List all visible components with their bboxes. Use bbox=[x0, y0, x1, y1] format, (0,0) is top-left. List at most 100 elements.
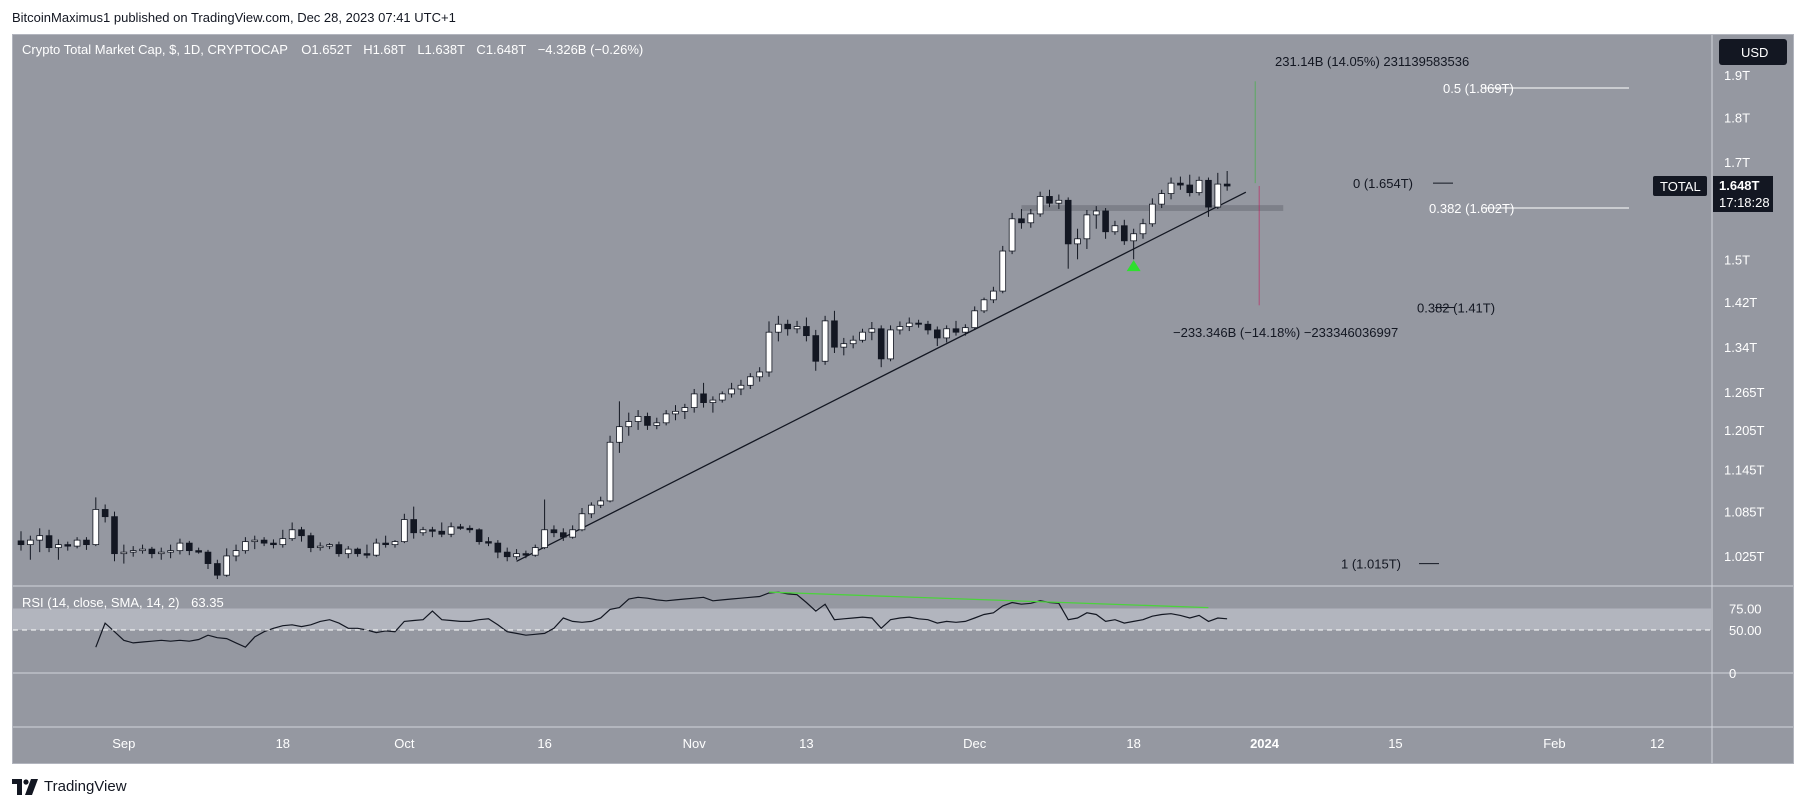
price-axis-tick: 1.025T bbox=[1724, 549, 1765, 564]
candle-body bbox=[1111, 225, 1119, 233]
candle bbox=[382, 535, 389, 548]
candle bbox=[363, 544, 371, 559]
legend-high-label: H bbox=[363, 42, 372, 57]
candle-body bbox=[803, 326, 810, 337]
candle-body bbox=[298, 529, 305, 537]
time-axis-label: 18 bbox=[276, 736, 290, 751]
candle bbox=[120, 544, 128, 564]
candle-body bbox=[1205, 179, 1212, 208]
candle bbox=[1064, 197, 1072, 269]
footer-brand-text: TradingView bbox=[44, 778, 127, 795]
candle bbox=[990, 286, 997, 304]
candle bbox=[260, 537, 268, 547]
candle bbox=[438, 522, 446, 538]
candle-body bbox=[1046, 196, 1053, 204]
candle bbox=[849, 335, 857, 349]
candle-body bbox=[1074, 238, 1081, 245]
candle bbox=[344, 546, 352, 559]
candle bbox=[279, 529, 287, 548]
publisher-header: BitcoinMaximus1 published on TradingView… bbox=[12, 10, 456, 25]
time-axis-label: Feb bbox=[1543, 736, 1565, 751]
candle-body bbox=[1027, 213, 1035, 224]
candle-body bbox=[896, 326, 904, 331]
candle bbox=[111, 511, 118, 562]
candle bbox=[1121, 219, 1128, 245]
candle bbox=[64, 541, 72, 551]
candle-body bbox=[690, 393, 698, 408]
candle bbox=[316, 542, 324, 551]
candle-body bbox=[887, 329, 894, 360]
currency-button[interactable]: USD bbox=[1741, 45, 1768, 60]
legend-low-label: L bbox=[417, 42, 424, 57]
candle bbox=[288, 522, 296, 541]
candle bbox=[195, 547, 202, 554]
candle-body bbox=[101, 509, 109, 518]
candle-body bbox=[1158, 193, 1165, 205]
candle bbox=[1111, 220, 1119, 235]
currency-button-bg[interactable] bbox=[1719, 39, 1787, 65]
candle bbox=[204, 549, 212, 569]
candle-body bbox=[485, 541, 492, 544]
candle bbox=[952, 320, 960, 336]
chart-canvas[interactable]: 0.5 (1.869T) 0 (1.654T) 0.382 (1.602T) 0.38… bbox=[13, 35, 1793, 763]
candle bbox=[1205, 177, 1212, 217]
candle bbox=[803, 317, 810, 342]
time-axis-label: Nov bbox=[683, 736, 707, 751]
candle-body bbox=[1102, 210, 1109, 233]
chart-frame[interactable]: 0.5 (1.869T) 0 (1.654T) 0.382 (1.602T) 0.38… bbox=[12, 34, 1794, 764]
candle-body bbox=[475, 529, 483, 543]
candle bbox=[232, 544, 240, 562]
rsi-legend-label: RSI (14, close, SMA, 14, 2) bbox=[22, 595, 180, 610]
candle bbox=[700, 382, 707, 408]
candle bbox=[466, 525, 474, 533]
candle bbox=[1092, 206, 1100, 229]
candle bbox=[644, 412, 651, 430]
fib-level-label: 0.382 (1.41T) bbox=[1417, 300, 1495, 315]
current-price-tag-bg bbox=[1713, 175, 1773, 212]
candle-body bbox=[1018, 218, 1025, 224]
candle-body bbox=[644, 416, 651, 426]
candle-body bbox=[597, 500, 604, 506]
candle-body bbox=[737, 384, 745, 390]
candle bbox=[625, 412, 633, 436]
candle-body bbox=[1130, 233, 1137, 242]
candle-body bbox=[606, 441, 614, 502]
candle-body bbox=[242, 541, 249, 552]
candle bbox=[373, 538, 380, 557]
candle bbox=[92, 497, 100, 547]
candle-body bbox=[672, 410, 679, 415]
candle bbox=[597, 496, 604, 509]
legend-change: −4.326B (−0.26%) bbox=[538, 42, 644, 57]
price-axis-tick: 1.7T bbox=[1724, 155, 1750, 170]
candle-body bbox=[550, 529, 558, 534]
candle bbox=[83, 537, 90, 550]
candle bbox=[223, 548, 230, 577]
candle-body bbox=[45, 535, 53, 549]
candle bbox=[765, 321, 773, 377]
candle-body bbox=[980, 299, 988, 312]
candle-body bbox=[186, 542, 193, 552]
candle bbox=[924, 320, 932, 335]
candle bbox=[868, 321, 876, 341]
candle bbox=[531, 544, 539, 557]
candle bbox=[1223, 171, 1231, 191]
footer-brand[interactable]: TradingView bbox=[12, 778, 127, 795]
candle-body bbox=[588, 504, 595, 515]
candle bbox=[718, 391, 726, 403]
candle-body bbox=[344, 548, 352, 555]
candle bbox=[1083, 209, 1091, 249]
candle-body bbox=[756, 371, 763, 378]
candle-body bbox=[223, 555, 230, 576]
candle-body bbox=[120, 551, 128, 555]
price-axis-tick: 1.085T bbox=[1724, 505, 1765, 520]
candle bbox=[962, 324, 969, 336]
price-axis-tick: 1.205T bbox=[1724, 423, 1765, 438]
rsi-legend: RSI (14, close, SMA, 14, 2) 63.35 bbox=[22, 595, 224, 610]
candle bbox=[934, 326, 941, 347]
candle-body bbox=[148, 548, 156, 555]
candle-body bbox=[1214, 183, 1222, 208]
legend-symbol: Crypto Total Market Cap, $, 1D, CRYPTOCA… bbox=[22, 42, 288, 57]
candle bbox=[681, 403, 689, 419]
candle bbox=[831, 310, 838, 354]
candle-body bbox=[1092, 210, 1100, 216]
